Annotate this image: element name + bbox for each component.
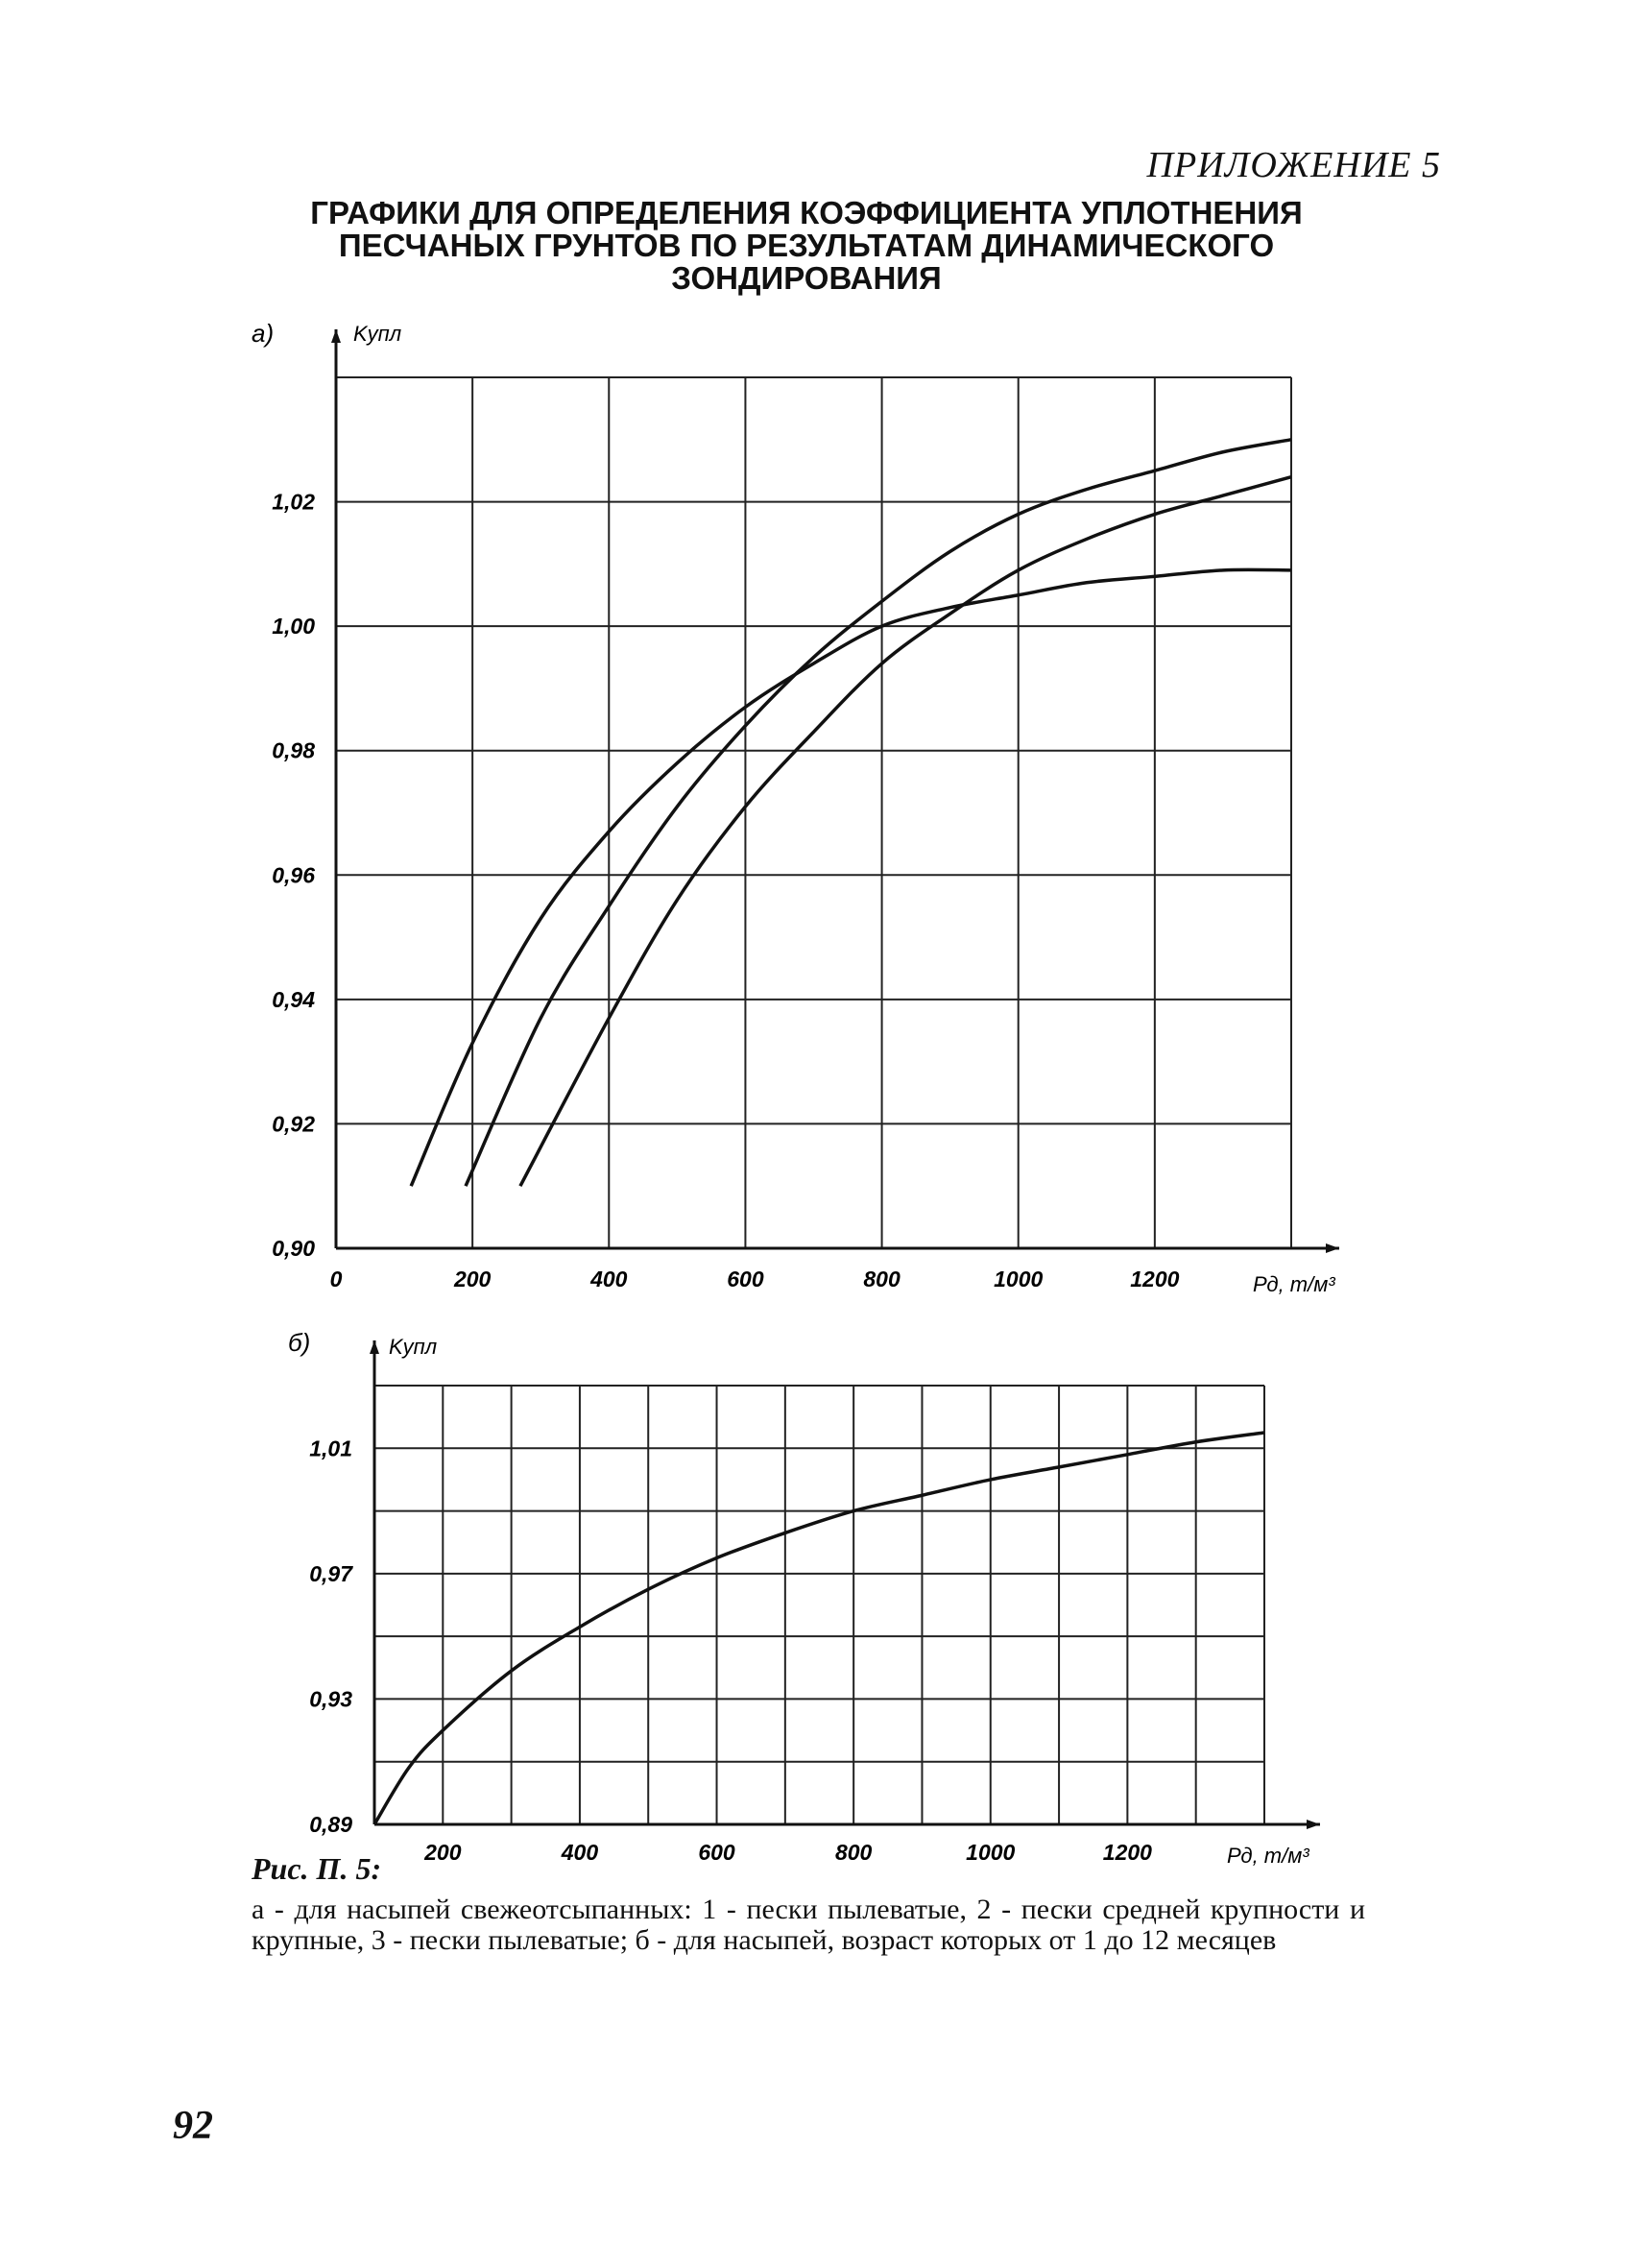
chart-b-x-tick-label-3: 800 [835, 1840, 873, 1865]
chart-b-y-arrow [370, 1340, 379, 1354]
chart-a-y-tick-label-3: 0,96 [272, 862, 315, 887]
chart-b-y-tick-label-3: 1,01 [309, 1436, 352, 1460]
chart-a-x-tick-label-5: 1000 [994, 1267, 1043, 1291]
title-line-1: ГРАФИКИ ДЛЯ ОПРЕДЕЛЕНИЯ КОЭФФИЦИЕНТА УПЛ… [310, 195, 1303, 230]
chart-a-x-tick-label-1: 200 [453, 1267, 492, 1291]
chart-a-x-label: Рд, т/м³ [1253, 1272, 1335, 1296]
chart-a-y-tick-label-5: 1,00 [272, 614, 315, 639]
title-line-2: ПЕСЧАНЫХ ГРУНТОВ ПО РЕЗУЛЬТАТАМ ДИНАМИЧЕ… [338, 228, 1275, 263]
chart-a-panel-label: а) [252, 319, 274, 348]
chart-b-x-tick-label-2: 600 [698, 1840, 735, 1865]
chart-a-y-label: Kупл [353, 322, 401, 346]
chart-a-x-tick-label-2: 400 [589, 1267, 628, 1291]
chart-a-y-tick-label-2: 0,94 [272, 987, 315, 1012]
chart-a-series-2-line [464, 438, 1292, 1187]
chart-b-x-tick-label-0: 200 [423, 1840, 462, 1865]
chart-a-y-tick-label-0: 0,90 [272, 1236, 315, 1261]
chart-b-series-1-line [372, 1431, 1265, 1825]
chart-b-x-tick-label-1: 400 [561, 1840, 599, 1865]
chart-a-y-tick-label-1: 0,92 [272, 1111, 315, 1136]
page-title: ГРАФИКИ ДЛЯ ОПРЕДЕЛЕНИЯ КОЭФФИЦИЕНТА УПЛ… [240, 197, 1373, 295]
chart-a-y-tick-label-4: 0,98 [272, 738, 315, 763]
chart-a-x-tick-label-4: 800 [863, 1267, 901, 1291]
chart-a-x-tick-label-6: 1200 [1130, 1267, 1179, 1291]
chart-b-x-tick-label-4: 1000 [966, 1840, 1015, 1865]
chart-a-x-tick-label-3: 600 [727, 1267, 764, 1291]
chart-a-y-arrow [331, 329, 341, 343]
chart-b-x-arrow [1307, 1820, 1320, 1829]
figure-caption-head: Рис. П. 5: [252, 1851, 382, 1886]
chart-b-y-label: Kупл [389, 1335, 437, 1359]
chart-b-x-tick-label-5: 1200 [1103, 1840, 1152, 1865]
chart-a-x-arrow [1326, 1243, 1339, 1253]
title-line-3: ЗОНДИРОВАНИЯ [671, 260, 942, 296]
figure-caption-body: а - для насыпей свежеотсыпанных: 1 - пес… [252, 1894, 1365, 1956]
chart-a-x-tick-label-0: 0 [330, 1267, 343, 1291]
page-number: 92 [173, 2104, 213, 2148]
chart-a-series-3-line [518, 474, 1292, 1188]
chart-b-y-tick-label-1: 0,93 [309, 1686, 352, 1711]
appendix-label: ПРИЛОЖЕНИЕ 5 [1146, 145, 1441, 185]
chart-b-x-label: Рд, т/м³ [1227, 1844, 1309, 1868]
chart-b-y-tick-label-0: 0,89 [309, 1812, 352, 1837]
chart-a-y-tick-label-6: 1,02 [272, 490, 315, 515]
chart-b-y-tick-label-2: 0,97 [309, 1561, 353, 1586]
chart-a-series-1-line [409, 567, 1292, 1187]
chart-b-panel-label: б) [288, 1328, 310, 1357]
